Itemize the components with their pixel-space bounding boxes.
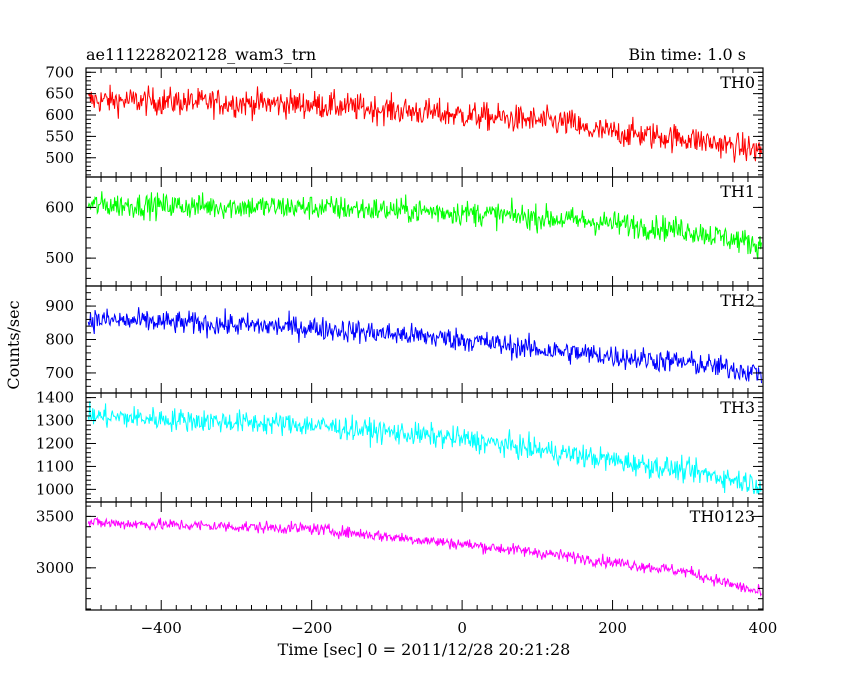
panel-label-th3: TH3 <box>720 398 755 417</box>
series-line-th2 <box>87 307 762 384</box>
series-line-th3 <box>87 401 762 495</box>
y-tick-label: 600 <box>45 198 74 216</box>
panel-label-th0123: TH0123 <box>690 507 755 526</box>
y-tick-label: 1400 <box>36 389 74 407</box>
y-tick-label: 3000 <box>36 559 74 577</box>
panel-label-th1: TH1 <box>720 182 755 201</box>
y-tick-label: 800 <box>45 331 74 349</box>
y-tick-label: 700 <box>45 364 74 382</box>
panel-frame <box>85 67 764 178</box>
x-tick-label: 200 <box>598 619 627 637</box>
y-tick-label: 900 <box>45 297 74 315</box>
y-tick-label: 1100 <box>36 457 74 475</box>
y-tick-label: 600 <box>45 106 74 124</box>
chart-title: ae111228202128_wam3_trn <box>86 45 316 64</box>
panel-th1: 500 600 TH1 <box>45 176 764 287</box>
panel-th0123: 3000 3500 TH0123 <box>36 501 764 611</box>
y-tick-label: 3500 <box>36 507 74 525</box>
x-tick-label: −400 <box>141 619 182 637</box>
y-axis-label: Counts/sec <box>4 300 23 389</box>
y-tick-label: 650 <box>45 85 74 103</box>
panels-group: 500 550 600 650 700 TH0 500 600 TH1 700 800 900 TH2 1… <box>36 63 778 637</box>
panel-th2: 700 800 900 TH2 <box>45 285 764 394</box>
x-tick-label: 400 <box>749 619 778 637</box>
x-tick-label: 0 <box>457 619 467 637</box>
y-tick-label: 500 <box>45 249 74 267</box>
y-tick-label: 550 <box>45 127 74 145</box>
panel-frame <box>85 501 764 611</box>
panel-th3: 1000 1100 1200 1300 1400 TH3 <box>36 389 764 503</box>
panel-th0: 500 550 600 650 700 TH0 <box>45 63 764 178</box>
y-tick-label: 700 <box>45 63 74 81</box>
y-tick-label: 500 <box>45 149 74 167</box>
bin-time-label: Bin time: 1.0 s <box>628 45 746 64</box>
y-tick-label: 1200 <box>36 434 74 452</box>
panel-frame <box>85 176 764 287</box>
panel-label-th0: TH0 <box>720 73 755 92</box>
y-tick-label: 1000 <box>36 480 74 498</box>
x-tick-label: −200 <box>291 619 332 637</box>
series-line-th0 <box>87 84 762 163</box>
panel-frame <box>85 392 764 503</box>
series-line-th1 <box>87 191 762 260</box>
series-line-th0123 <box>87 516 762 597</box>
y-tick-label: 1300 <box>36 412 74 430</box>
panel-label-th2: TH2 <box>720 291 755 310</box>
x-axis-label: Time [sec] 0 = 2011/12/28 20:21:28 <box>278 640 571 659</box>
